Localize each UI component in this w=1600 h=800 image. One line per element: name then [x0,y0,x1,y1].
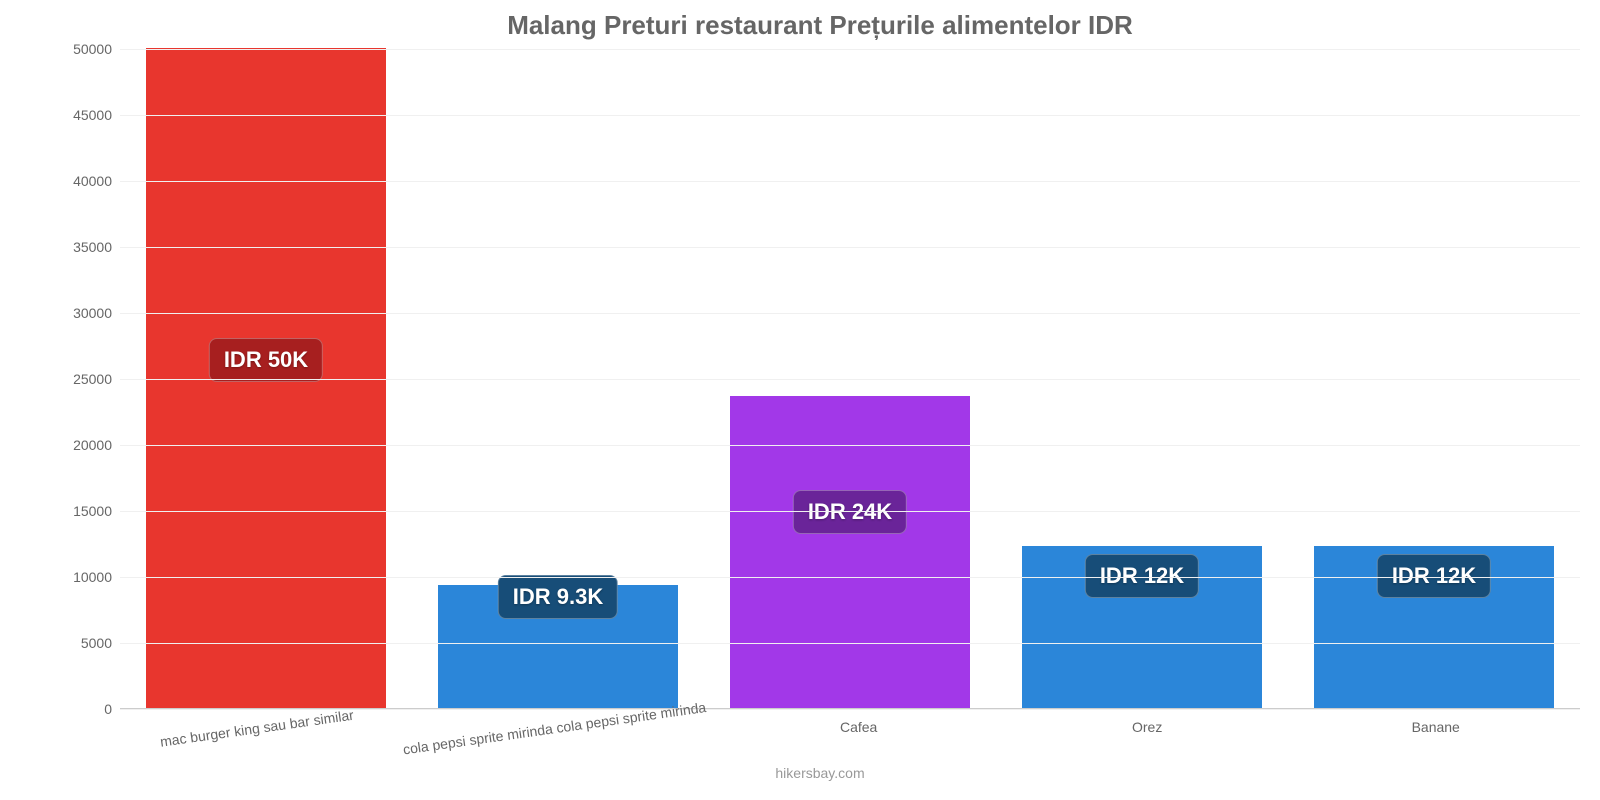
bar: IDR 24K [730,396,969,708]
bar: IDR 12K [1022,546,1261,708]
plot-area: IDR 50KIDR 9.3KIDR 24KIDR 12KIDR 12K 050… [120,49,1580,709]
y-tick-label: 40000 [62,173,112,189]
y-tick-label: 45000 [62,107,112,123]
gridline [120,49,1580,50]
chart-footer: hikersbay.com [60,765,1580,781]
y-tick-label: 30000 [62,305,112,321]
y-tick-label: 25000 [62,371,112,387]
chart-title: Malang Preturi restaurant Prețurile alim… [60,10,1580,41]
bar: IDR 50K [146,48,385,708]
y-tick-label: 50000 [62,41,112,57]
x-tick-label: Cafea [714,709,1003,735]
y-tick-label: 20000 [62,437,112,453]
y-tick-label: 10000 [62,569,112,585]
bar-value-badge: IDR 9.3K [498,575,618,619]
x-tick-label: Banane [1291,709,1580,735]
price-bar-chart: Malang Preturi restaurant Prețurile alim… [60,10,1580,790]
gridline [120,643,1580,644]
y-tick-label: 35000 [62,239,112,255]
bar-value-badge: IDR 50K [209,338,323,382]
y-tick-label: 0 [62,701,112,717]
gridline [120,379,1580,380]
bar: IDR 12K [1314,546,1553,708]
bar-value-badge: IDR 12K [1377,554,1491,598]
gridline [120,115,1580,116]
y-tick-label: 5000 [62,635,112,651]
gridline [120,511,1580,512]
bar-value-badge: IDR 12K [1085,554,1199,598]
gridline [120,181,1580,182]
gridline [120,445,1580,446]
x-axis-labels: mac burger king sau bar similarcola peps… [120,709,1580,735]
gridline [120,577,1580,578]
y-tick-label: 15000 [62,503,112,519]
gridline [120,313,1580,314]
x-tick-label: Orez [1003,709,1292,735]
gridline [120,247,1580,248]
bar: IDR 9.3K [438,585,677,708]
